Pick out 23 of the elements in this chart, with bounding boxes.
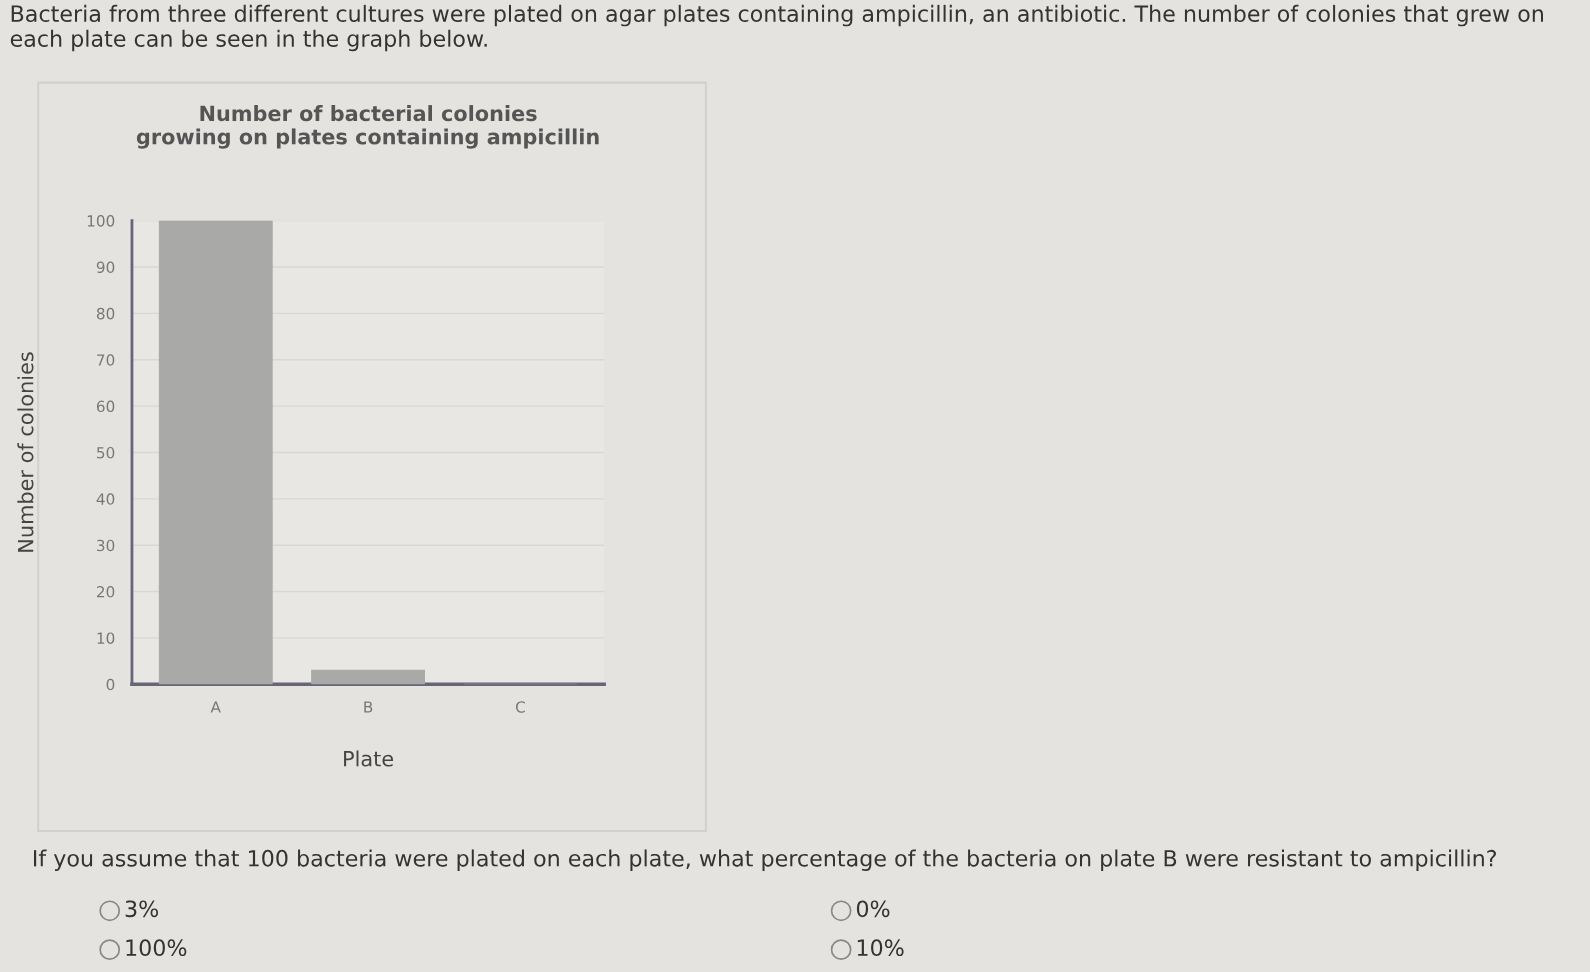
y-tick-label: 30 <box>97 539 115 552</box>
y-tick-label: 0 <box>106 678 115 691</box>
x-axis-title: Plate <box>344 750 394 767</box>
y-tick-label: 10 <box>97 632 115 644</box>
y-tick-label: 40 <box>96 493 115 505</box>
y-tick-label: 80 <box>96 307 115 320</box>
y-tick-label: 100 <box>87 215 115 227</box>
text: 100% <box>126 939 187 957</box>
chart-title: Number of bacterial colonies growing on plates containing ampicillin <box>136 105 599 149</box>
y-tick-label: 50 <box>97 446 115 459</box>
y-tick-label: 20 <box>96 586 115 598</box>
text: 10% <box>857 939 904 957</box>
text: 0% <box>856 900 890 918</box>
text: Bacteria from three different cultures were plated on agar plates containing ampicillin, an antibiotic. The number of colonies that grew on each plate can be seen in the graph below. <box>10 4 1543 52</box>
text: 3% <box>125 900 159 918</box>
y-tick-label: 90 <box>96 261 115 274</box>
x-tick-label: B <box>364 701 373 713</box>
text: If you assume that 100 bacteria were plated on each plate, what percentage of the bacteria on plate B were resistant to ampicillin? <box>33 849 1496 871</box>
x-tick-label: A <box>210 701 221 713</box>
y-tick-label: 60 <box>96 400 115 413</box>
x-tick-label: C <box>515 701 525 713</box>
y-tick-label: 70 <box>97 354 115 366</box>
y-axis-title: Number of colonies <box>17 352 34 552</box>
